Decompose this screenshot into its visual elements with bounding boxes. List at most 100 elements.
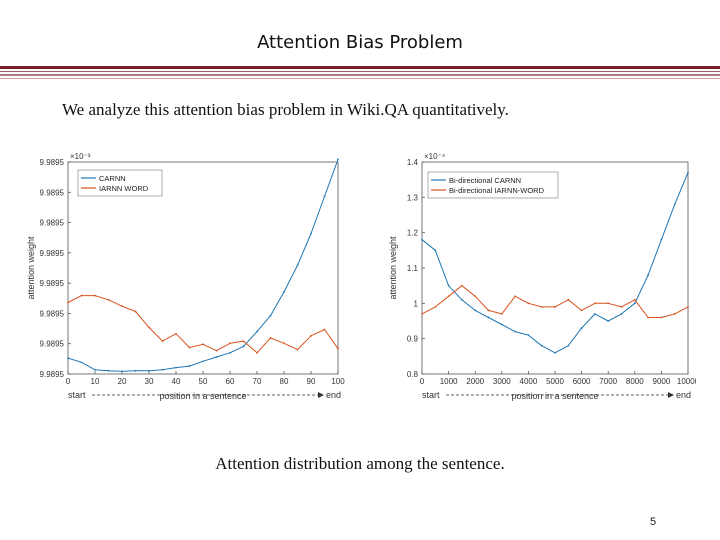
chart-right: 0 1000 2000 3000 4000 5000 6000 7000 8000 9000 100… <box>386 152 696 406</box>
right-series-point-0 <box>540 344 543 347</box>
left-series-point-1 <box>242 340 245 343</box>
right-series-point-1 <box>607 302 610 305</box>
right-series-point-1 <box>673 313 676 315</box>
left-y-tick-label: 9.9895 <box>40 249 65 258</box>
right-series-point-1 <box>527 302 530 305</box>
right-series-point-0 <box>647 274 649 276</box>
right-y-tick-label: 0.8 <box>407 370 419 379</box>
right-series-point-0 <box>434 249 437 252</box>
right-x-tick-label: 7000 <box>599 377 617 386</box>
right-series-point-0 <box>607 320 610 322</box>
right-series-point-0 <box>500 323 503 326</box>
left-y-tick-label: 9.9895 <box>40 158 65 167</box>
right-series-point-1 <box>474 295 477 298</box>
left-series-point-0 <box>296 264 299 267</box>
left-plot-frame <box>67 161 339 375</box>
title-divider <box>0 66 720 79</box>
right-x-axis-label: position in a sentence <box>511 391 598 401</box>
right-series-point-1 <box>421 313 423 315</box>
right-series-point-0 <box>687 171 689 174</box>
left-legend-box <box>77 169 163 197</box>
left-y-tick-label: 9.9895 <box>40 188 65 197</box>
right-series-point-1 <box>540 305 543 308</box>
right-series-point-0 <box>474 309 477 312</box>
right-series-point-1 <box>487 309 490 312</box>
left-legend-label-0: CARNN <box>99 174 126 183</box>
right-x-tick-label: 5000 <box>546 377 564 386</box>
right-start-label: start <box>422 390 440 400</box>
right-series-point-1 <box>620 305 623 308</box>
left-x-axis-label: position in a sentence <box>159 391 246 401</box>
page-number: 5 <box>650 516 657 528</box>
right-series-point-1 <box>660 316 663 319</box>
left-series-point-0 <box>202 360 204 363</box>
right-series-point-0 <box>567 344 570 347</box>
right-y-tick-label: 1 <box>414 299 419 308</box>
right-y-axis-label: attention weight <box>388 236 398 300</box>
right-series-point-0 <box>673 203 676 206</box>
right-legend-label-1: Bi-directional IARNN-WORD <box>449 186 545 195</box>
left-series-point-0 <box>188 365 191 367</box>
left-x-tick-label: 90 <box>307 377 316 386</box>
right-x-tick-label: 0 <box>420 377 425 386</box>
left-series-point-1 <box>269 337 272 339</box>
right-y-tick-label: 1.1 <box>407 264 419 273</box>
right-series-point-0 <box>421 238 423 241</box>
right-series-point-1 <box>567 298 570 301</box>
left-series-point-1 <box>202 343 204 346</box>
left-y-tick-label: 9.9895 <box>40 279 65 288</box>
left-legend-label-1: IARNN WORD <box>99 184 149 193</box>
left-series-point-0 <box>94 368 96 371</box>
left-series-point-1 <box>107 298 110 301</box>
left-series-point-1 <box>229 342 231 345</box>
left-y-axis-label: attention weight <box>26 236 36 300</box>
left-x-tick-label: 50 <box>199 377 208 386</box>
left-series-point-0 <box>161 368 164 371</box>
right-series-point-1 <box>687 305 689 308</box>
left-series-point-1 <box>283 342 285 345</box>
chart-left: 0 10 20 30 40 50 60 70 80 90 100 9.9895 9.9895 9.9895… <box>26 152 348 406</box>
left-series-point-1 <box>67 301 69 304</box>
right-series-point-0 <box>554 351 556 354</box>
right-series-point-0 <box>633 302 636 305</box>
left-series-point-0 <box>323 195 326 198</box>
left-x-tick-label: 100 <box>331 377 345 386</box>
left-series-point-0 <box>121 370 123 373</box>
left-x-tick-label: 60 <box>226 377 235 386</box>
right-legend-label-0: Bi-directional CARNN <box>449 176 521 185</box>
left-x-tick-label: 20 <box>118 377 127 386</box>
left-series-point-0 <box>134 369 137 372</box>
left-series-point-1 <box>94 294 96 297</box>
left-series-point-0 <box>269 314 272 317</box>
left-series-point-0 <box>242 345 245 348</box>
left-series-point-1 <box>134 310 137 313</box>
left-series-point-0 <box>337 158 339 161</box>
right-series-point-0 <box>487 316 490 319</box>
left-y-tick-label: 9.9895 <box>40 219 65 228</box>
right-y-tick-label: 1.2 <box>407 229 419 238</box>
left-series-point-0 <box>67 357 69 359</box>
left-x-tick-label: 10 <box>91 377 100 386</box>
left-series-point-1 <box>161 340 164 343</box>
right-series-point-1 <box>594 302 596 305</box>
left-series-point-0 <box>107 369 110 372</box>
left-series-point-0 <box>175 366 177 369</box>
left-series-point-1 <box>175 332 177 335</box>
right-series-point-1 <box>633 298 636 301</box>
left-series-point-1 <box>148 326 150 329</box>
left-series-point-1 <box>215 349 218 352</box>
left-series-point-1 <box>80 294 83 297</box>
left-y-tick-label: 9.9895 <box>40 370 65 379</box>
left-series-point-0 <box>256 330 258 333</box>
right-series-point-1 <box>434 305 437 308</box>
left-series-point-1 <box>188 346 191 349</box>
left-series-point-0 <box>80 361 83 364</box>
right-y-tick-label: 0.9 <box>407 335 419 344</box>
right-series-point-1 <box>514 295 516 298</box>
right-end-label: end <box>676 390 691 400</box>
slide-title: Attention Bias Problem <box>257 32 463 53</box>
right-axis-arrow-head <box>668 392 674 398</box>
right-series-point-1 <box>461 284 463 287</box>
right-series-point-0 <box>447 284 450 287</box>
